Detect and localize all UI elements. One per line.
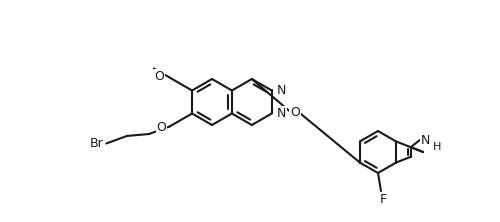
Text: N: N: [277, 84, 286, 97]
Text: O: O: [154, 70, 164, 83]
Text: N: N: [277, 107, 286, 120]
Text: F: F: [380, 192, 386, 206]
Text: N: N: [420, 133, 430, 147]
Text: O: O: [290, 106, 300, 119]
Text: Br: Br: [90, 137, 104, 150]
Text: H: H: [433, 142, 442, 152]
Text: O: O: [156, 121, 166, 134]
